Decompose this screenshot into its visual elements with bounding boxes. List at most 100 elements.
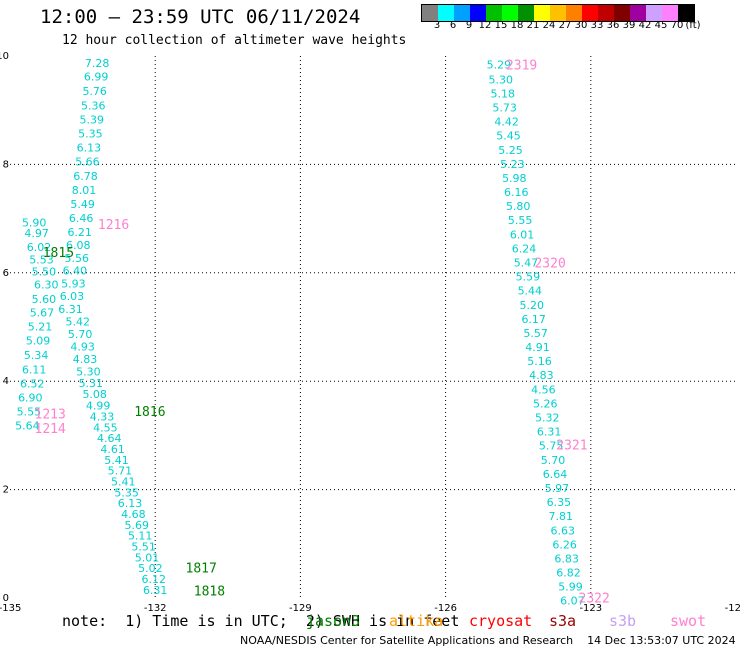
swh-value: 5.16 <box>527 355 552 368</box>
y-tick-label: 2 <box>3 485 9 496</box>
swh-value: 5.30 <box>489 73 514 86</box>
colorbar-swatch <box>486 5 502 21</box>
legend-swot: swot <box>670 612 707 630</box>
legend-s3b: s3b <box>609 612 637 630</box>
swh-value: 5.45 <box>496 130 521 143</box>
colorbar-label: (ft) <box>685 20 701 31</box>
swh-value: 6.35 <box>547 496 572 509</box>
time-label: 1816 <box>134 405 165 420</box>
swh-value: 5.34 <box>24 349 49 362</box>
swh-value: 6.31 <box>143 584 168 597</box>
colorbar-label: 42 <box>638 20 652 31</box>
swh-value: 6.02 <box>27 241 52 254</box>
colorbar-swatch <box>614 5 630 21</box>
swh-value: 5.75 <box>539 440 564 453</box>
colorbar-label: 30 <box>574 20 588 31</box>
swh-value: 6.82 <box>556 567 581 580</box>
swh-value: 5.08 <box>82 388 107 401</box>
swh-value: 6.64 <box>543 468 568 481</box>
swh-value: 8.01 <box>72 184 97 197</box>
x-tick-label: -129 <box>289 603 312 614</box>
swh-value: 6.13 <box>118 497 143 510</box>
colorbar-swatch <box>502 5 518 21</box>
swh-value: 5.36 <box>81 99 106 112</box>
colorbar-swatch <box>550 5 566 21</box>
legend-cryosat: cryosat <box>469 612 533 630</box>
swh-value: 5.76 <box>82 85 107 98</box>
chart-axes: -135 -132 -129 -126 -123 -120 0 2 4 6 8 10 <box>0 51 740 614</box>
colorbar-swatch <box>566 5 582 21</box>
swh-value: 4.83 <box>529 369 554 382</box>
swh-value: 6.63 <box>550 524 575 537</box>
x-tick-label: -120 <box>725 603 740 614</box>
swh-value: 4.97 <box>24 227 49 240</box>
swh-value: 6.08 <box>66 239 91 252</box>
swh-value: 5.25 <box>498 144 523 157</box>
swh-value: 4.33 <box>90 410 115 423</box>
swh-value: 6.11 <box>22 363 47 376</box>
y-tick-label: 8 <box>3 159 9 170</box>
time-label: 1815 <box>43 246 74 261</box>
swh-value: 5.20 <box>520 299 545 312</box>
swh-value: 6.30 <box>34 279 59 292</box>
swh-value: 5.57 <box>523 327 548 340</box>
swh-value: 5.66 <box>75 156 100 169</box>
colorbar-swatch <box>678 5 694 21</box>
swh-value: 5.73 <box>492 101 517 114</box>
swh-value: 5.42 <box>66 316 91 329</box>
colorbar-label: 12 <box>478 20 492 31</box>
swh-value: 6.12 <box>141 573 166 586</box>
chart-grid <box>10 56 736 598</box>
swh-value: 4.91 <box>525 341 550 354</box>
colorbar-label: 6 <box>449 20 457 31</box>
time-label: 1214 <box>35 422 66 437</box>
swh-value: 6.03 <box>60 290 85 303</box>
swh-value: 5.01 <box>135 551 160 564</box>
time-label: 2320 <box>534 257 565 272</box>
swh-value: 5.30 <box>76 365 101 378</box>
swh-value: 5.41 <box>104 454 129 467</box>
colorbar-swatch <box>438 5 454 21</box>
time-label: 1817 <box>186 562 217 577</box>
colorbar-label: 24 <box>542 20 556 31</box>
colorbar-label: 33 <box>590 20 604 31</box>
swh-value: 5.97 <box>545 482 570 495</box>
swh-value: 5.39 <box>80 113 105 126</box>
swh-value: 4.55 <box>93 421 118 434</box>
swh-value: 5.56 <box>65 252 90 265</box>
time-label: 1216 <box>98 218 129 233</box>
y-tick-label: 10 <box>0 51 9 62</box>
colorbar-swatch <box>422 5 438 21</box>
swh-value: 5.64 <box>15 420 40 433</box>
swh-value: 5.67 <box>30 306 55 319</box>
swh-value: 5.35 <box>114 486 139 499</box>
swh-value: 5.26 <box>533 397 558 410</box>
swh-value: 5.32 <box>535 412 560 425</box>
colorbar-swatch <box>662 5 678 21</box>
x-tick-label: -132 <box>144 603 167 614</box>
swh-value: 6.13 <box>77 142 102 155</box>
colorbar-label: 21 <box>526 20 540 31</box>
swh-value: 5.50 <box>32 266 57 279</box>
swh-value: 5.35 <box>78 128 103 141</box>
swh-value: 5.53 <box>29 253 54 266</box>
time-label: 1818 <box>194 584 225 599</box>
colorbar-label: 36 <box>606 20 620 31</box>
colorbar-swatch <box>470 5 486 21</box>
swh-value: 5.31 <box>79 377 104 390</box>
swh-value: 5.99 <box>558 581 583 594</box>
swh-value: 4.68 <box>121 508 146 521</box>
swh-value: 5.41 <box>111 475 136 488</box>
swh-value: 4.83 <box>73 353 98 366</box>
swh-value: 6.21 <box>67 226 92 239</box>
swh-value: 5.93 <box>61 278 86 291</box>
x-tick-label: -126 <box>434 603 457 614</box>
swh-value: 5.02 <box>138 562 163 575</box>
chart-title: 12:00 — 23:59 UTC 06/11/2024 <box>40 6 361 28</box>
time-label: 1213 <box>35 408 66 423</box>
swh-value: 5.70 <box>541 454 566 467</box>
swh-value: 7.81 <box>549 510 574 523</box>
swh-value: 5.29 <box>487 59 512 72</box>
swh-value: 5.44 <box>518 285 543 298</box>
